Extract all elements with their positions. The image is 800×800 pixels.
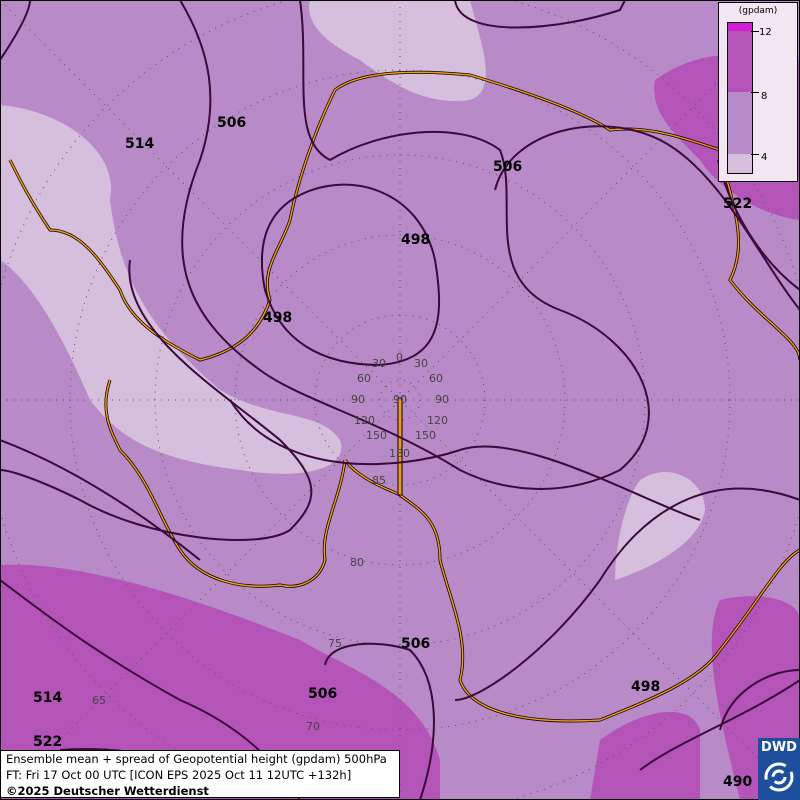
contour-label: 498	[631, 679, 660, 695]
spread-8-12-area	[0, 564, 440, 800]
contour-label: 498	[263, 310, 292, 326]
graticule-labels: 85 80 75 70 65 0 30 30 60 60 90 90 120 1…	[92, 351, 449, 733]
contour-label: 506	[493, 159, 522, 175]
longitude-label: 150	[415, 429, 436, 442]
caption-forecast-time: FT: Fri 17 Oct 00 UTC [ICON EPS 2025 Oct…	[6, 768, 352, 782]
legend-tick-label: 4	[761, 152, 768, 163]
spread-below-4-area	[309, 0, 486, 101]
longitude-label: 120	[427, 414, 448, 427]
legend-swatch-below-4	[728, 154, 752, 173]
longitude-label: 60	[429, 372, 443, 385]
longitude-label: 30	[414, 357, 428, 370]
logo-text: DWD	[761, 740, 797, 755]
legend-tick	[751, 92, 759, 93]
contour-label: 514	[33, 690, 62, 706]
color-legend: (gpdam) 12 8 4	[718, 2, 798, 182]
contour-label: 506	[308, 686, 337, 702]
meridian-ice-shelf-line	[397, 397, 403, 496]
coastline-fill	[9, 71, 800, 722]
legend-tick	[751, 154, 759, 155]
spread-below-4-area	[615, 471, 705, 580]
longitude-label: 90	[393, 393, 407, 406]
contour-label: 514	[125, 136, 154, 152]
legend-tick-label: 12	[759, 27, 772, 38]
legend-swatch-8-12	[728, 31, 752, 92]
contour-label: 506	[217, 115, 246, 131]
longitude-label: 180	[389, 447, 410, 460]
spread-below-4-area	[0, 105, 342, 474]
contour-labels: 514 506 506 498 498 522 506 506 514 522 …	[33, 115, 752, 790]
dwd-logo: DWD	[758, 738, 800, 800]
legend-colorbar	[727, 22, 753, 174]
legend-tick	[751, 31, 759, 32]
longitude-label: 150	[366, 429, 387, 442]
map-caption: Ensemble mean + spread of Geopotential h…	[0, 750, 400, 798]
legend-unit: (gpdam)	[738, 6, 778, 16]
longitude-label: 0	[396, 351, 403, 364]
caption-title: Ensemble mean + spread of Geopotential h…	[6, 752, 387, 766]
longitude-label: 90	[351, 393, 365, 406]
contour-label: 506	[401, 636, 430, 652]
contour-label: 522	[723, 196, 752, 212]
longitude-label: 60	[357, 372, 371, 385]
spread-8-12-area	[590, 711, 700, 800]
longitude-label: 30	[372, 357, 386, 370]
contour-label: 522	[33, 734, 62, 750]
latitude-label: 75	[328, 637, 342, 650]
legend-swatch-above-12	[728, 23, 752, 31]
longitude-label: 90	[435, 393, 449, 406]
contour-label: 498	[401, 232, 430, 248]
latitude-label: 85	[372, 474, 386, 487]
swirl-icon	[764, 762, 794, 792]
latitude-label: 80	[350, 556, 364, 569]
legend-tick-label: 8	[761, 91, 768, 102]
caption-copyright: ©2025 Deutscher Wetterdienst	[6, 784, 209, 798]
latitude-label: 70	[306, 720, 320, 733]
legend-swatch-4-8	[728, 92, 752, 154]
latitude-label: 65	[92, 694, 106, 707]
longitude-label: 120	[354, 414, 375, 427]
contour-label: 490	[723, 774, 752, 790]
